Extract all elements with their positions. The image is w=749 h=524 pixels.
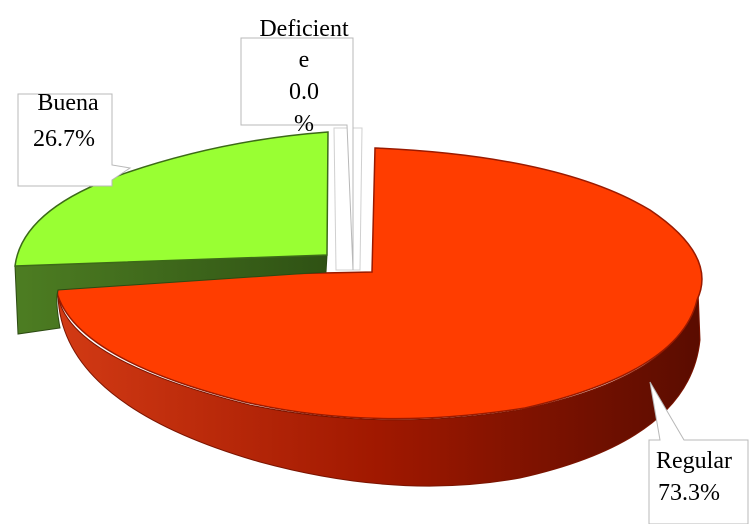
callout-regular-box [648, 381, 749, 524]
slice-regular-top [56, 147, 703, 420]
callout-deficiente-line-3: 0.0 [289, 79, 319, 105]
callout-buena-category: Buena [37, 90, 99, 116]
slice-regular-side [57, 289, 701, 487]
callout-buena-percent: 26.7% [33, 126, 95, 152]
callout-regular-category: Regular [656, 448, 732, 474]
callout-deficiente-line-2: e [299, 47, 310, 73]
slice-buena [14, 131, 329, 335]
slice-buena-side [14, 254, 328, 335]
callout-deficiente-line-1: Deficient [259, 16, 349, 42]
callout-deficiente-line-4: % [294, 111, 314, 137]
callout-deficiente-box [240, 37, 354, 271]
callout-buena: Buena 26.7% [17, 90, 132, 187]
slice-buena-top [14, 131, 329, 267]
callout-regular-percent: 73.3% [658, 480, 720, 506]
callout-buena-box [17, 93, 132, 187]
callout-regular: Regular 73.3% [648, 381, 749, 524]
slice-regular [56, 147, 703, 487]
callout-deficiente: Deficient e 0.0 % [240, 16, 354, 271]
